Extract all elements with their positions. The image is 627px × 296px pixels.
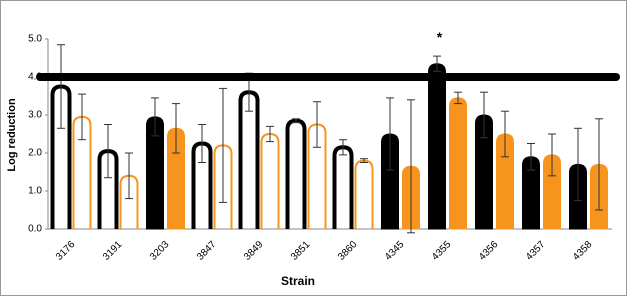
error-bar bbox=[151, 97, 159, 137]
error-bar bbox=[292, 118, 300, 124]
error-bar bbox=[548, 133, 556, 177]
error-bar bbox=[313, 101, 321, 148]
error-bar bbox=[501, 110, 509, 158]
bar bbox=[428, 63, 446, 230]
error-bar bbox=[527, 143, 535, 171]
error-bar bbox=[480, 91, 488, 139]
error-bar bbox=[574, 127, 582, 201]
error-bar bbox=[104, 124, 112, 179]
error-bar bbox=[172, 103, 180, 154]
annotation: * bbox=[437, 29, 443, 45]
error-bar bbox=[407, 99, 415, 234]
y-axis-title: Log reduction bbox=[6, 98, 18, 172]
error-bar bbox=[386, 97, 394, 171]
error-bar bbox=[433, 55, 441, 72]
y-tick-label: 4.0 bbox=[28, 72, 42, 83]
y-tick-label: 3.0 bbox=[28, 110, 42, 121]
error-bar bbox=[266, 125, 274, 143]
x-axis-title: Strain bbox=[281, 274, 315, 288]
y-tick-label: 0.0 bbox=[28, 224, 42, 235]
error-bar bbox=[595, 118, 603, 211]
error-bar bbox=[57, 44, 65, 129]
bar bbox=[449, 97, 467, 230]
error-bar bbox=[454, 91, 462, 105]
y-tick-label: 5.0 bbox=[28, 34, 42, 45]
error-bar bbox=[219, 87, 227, 203]
y-tick-label: 2.0 bbox=[28, 148, 42, 159]
error-bar bbox=[125, 152, 133, 200]
error-bar bbox=[339, 139, 347, 156]
error-bar bbox=[360, 158, 368, 163]
error-bar bbox=[198, 124, 206, 163]
error-bar bbox=[78, 93, 86, 141]
y-tick-label: 1.0 bbox=[28, 186, 42, 197]
